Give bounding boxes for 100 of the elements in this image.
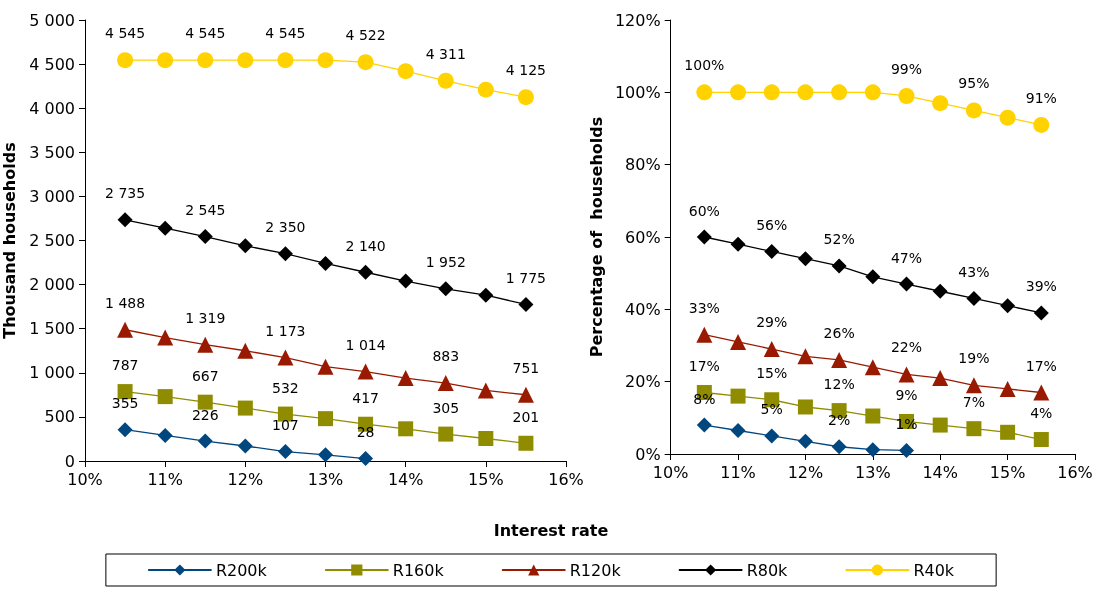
- y-axis-title: Percentage of households: [586, 116, 606, 358]
- point: [397, 63, 414, 80]
- point: [117, 212, 133, 228]
- point: [764, 428, 780, 444]
- point: [696, 84, 713, 101]
- y-tick-label: 5 000: [29, 10, 75, 30]
- data-label: 4 545: [185, 25, 226, 42]
- point: [277, 349, 294, 366]
- point: [438, 281, 454, 297]
- data-label: 100%: [684, 57, 725, 74]
- y-tick-label: 80%: [625, 155, 661, 175]
- point: [999, 380, 1016, 397]
- point: [763, 341, 780, 358]
- data-label: 99%: [890, 60, 923, 77]
- data-label: 226: [191, 406, 219, 423]
- point: [237, 52, 254, 69]
- point: [865, 269, 881, 285]
- point: [518, 296, 534, 312]
- point: [237, 400, 253, 416]
- y-tick-label: 0: [64, 451, 75, 471]
- point: [730, 236, 746, 252]
- point: [730, 388, 746, 404]
- point: [277, 52, 294, 69]
- y-tick-label: 4 000: [29, 98, 75, 118]
- data-label: 33%: [688, 299, 720, 316]
- y-tick-label: 60%: [625, 227, 661, 247]
- point: [763, 84, 780, 101]
- data-label: 47%: [890, 249, 923, 266]
- data-label: 26%: [823, 324, 855, 341]
- point: [358, 451, 374, 467]
- point: [237, 438, 253, 454]
- point: [438, 426, 454, 442]
- data-label: 2 140: [345, 237, 386, 254]
- point: [831, 84, 848, 101]
- point: [797, 433, 813, 449]
- point: [517, 386, 534, 403]
- point: [966, 421, 982, 437]
- x-tick-label: 13%: [855, 462, 891, 482]
- data-label: 39%: [1025, 278, 1057, 295]
- point: [437, 375, 454, 392]
- data-label: 1 014: [345, 336, 386, 353]
- y-axis-title: Thousand households: [0, 142, 19, 339]
- data-label: 12%: [823, 376, 855, 393]
- point: [518, 435, 534, 451]
- data-label: 7%: [962, 394, 986, 411]
- data-label: 751: [512, 359, 540, 376]
- point: [157, 220, 173, 236]
- data-label: 201: [512, 408, 540, 425]
- data-label: 15%: [756, 365, 788, 382]
- point: [398, 273, 414, 289]
- point: [477, 81, 494, 98]
- point: [999, 109, 1016, 126]
- y-tick-label: 20%: [625, 372, 661, 392]
- point: [831, 439, 847, 455]
- data-label: 29%: [756, 314, 788, 331]
- point: [397, 370, 414, 387]
- y-tick-label: 3 000: [29, 186, 75, 206]
- x-tick-label: 11%: [720, 462, 756, 482]
- point: [197, 394, 213, 410]
- point: [157, 52, 174, 69]
- x-tick-label: 16%: [548, 469, 584, 489]
- y-tick-label: 2 000: [29, 275, 75, 295]
- point: [1033, 384, 1050, 401]
- data-label: 4 311: [425, 45, 466, 62]
- point: [318, 447, 333, 463]
- point: [358, 264, 374, 280]
- point: [117, 422, 133, 438]
- y-tick-label: 1 500: [29, 319, 75, 339]
- data-label: 2 545: [185, 202, 226, 219]
- data-label: 1 775: [505, 269, 546, 286]
- point: [357, 363, 374, 380]
- data-label: 1 952: [425, 254, 466, 271]
- y-tick-label: 2 500: [29, 231, 75, 250]
- data-label: 1 488: [105, 294, 146, 311]
- y-tick-label: 1 000: [29, 363, 75, 383]
- point: [197, 433, 213, 449]
- point: [932, 417, 948, 433]
- data-label: 4 125: [505, 62, 546, 79]
- point: [932, 370, 949, 387]
- point: [730, 84, 747, 101]
- point: [696, 229, 712, 245]
- point: [965, 377, 982, 394]
- data-label: 787: [111, 357, 139, 374]
- point: [157, 427, 173, 443]
- point: [197, 229, 213, 245]
- data-label: 1 319: [185, 309, 226, 326]
- y-tick-label: 0%: [635, 444, 661, 464]
- data-label: 883: [432, 348, 460, 365]
- point: [797, 251, 813, 267]
- point: [831, 258, 847, 274]
- point: [864, 84, 881, 101]
- y-tick-label: 3 500: [29, 142, 75, 162]
- x-tick-label: 13%: [307, 469, 344, 489]
- x-tick-label: 10%: [67, 469, 103, 489]
- point: [197, 52, 214, 69]
- point: [237, 238, 253, 254]
- point: [157, 329, 174, 346]
- data-label: 17%: [688, 358, 720, 375]
- point: [865, 408, 881, 424]
- x-tick-label: 14%: [922, 462, 958, 482]
